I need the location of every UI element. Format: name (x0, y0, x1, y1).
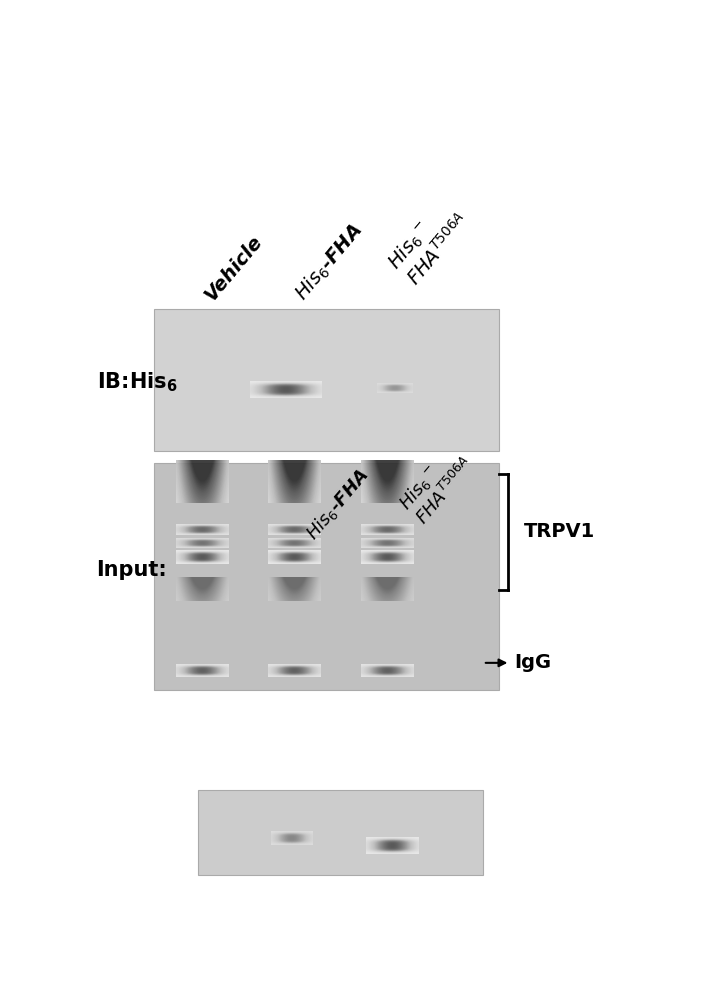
Bar (154, 463, 499, 690)
Text: IgG: IgG (515, 653, 551, 672)
Text: $\mathit{His_6}^-$
$\mathit{FHA}^{T506A}$: $\mathit{His_6}^-$ $\mathit{FHA}^{T506A}… (395, 440, 479, 528)
Text: Vehicle: Vehicle (201, 232, 266, 305)
Text: TRPV1: TRPV1 (524, 522, 595, 541)
Text: IB:$\mathbf{His_6}$: IB:$\mathbf{His_6}$ (97, 370, 177, 394)
Text: $\mathit{His_6}$-FHA: $\mathit{His_6}$-FHA (291, 219, 368, 305)
Bar (198, 790, 483, 875)
Text: $\mathit{His_6}^-$
$\mathit{FHA}^{T506A}$: $\mathit{His_6}^-$ $\mathit{FHA}^{T506A}… (385, 194, 474, 289)
Text: $\mathit{His_6}$-FHA: $\mathit{His_6}$-FHA (302, 464, 373, 544)
Bar (154, 309, 499, 451)
Text: Input:: Input: (97, 560, 168, 580)
